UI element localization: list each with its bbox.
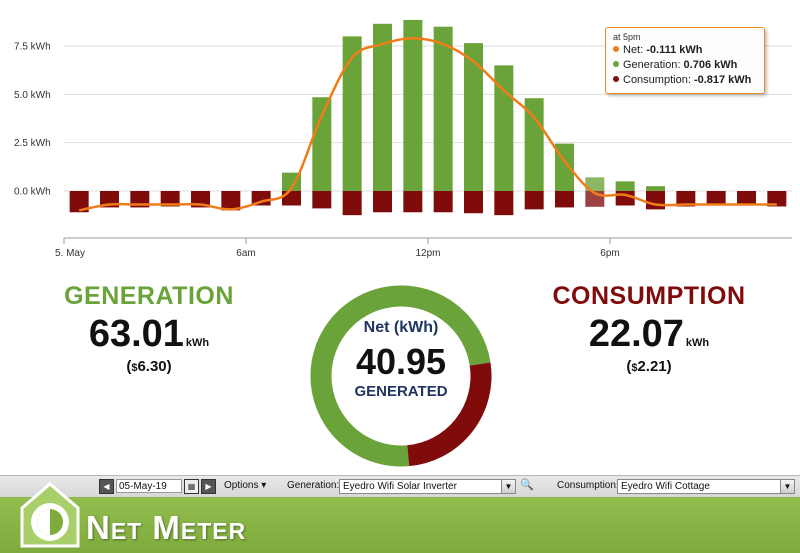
dropdown-arrow-icon: ▼ [501,480,515,493]
consumption-unit: kWh [685,337,710,349]
generation-bar [646,186,665,191]
consumption-bar [646,191,665,210]
net-summary: Net (kWh) 40.95 GENERATED [307,282,495,400]
consumption-bar [737,191,756,206]
consumption-title: CONSUMPTION [552,282,746,310]
chevron-down-icon: ▾ [261,480,267,491]
consumption-bar [524,191,544,210]
generation-unit: kWh [185,337,210,349]
donut-generation-arc [310,285,491,467]
x-axis-labels: 5. May 6am 12pm 6pm [55,238,620,259]
net-meter-logo-icon [20,482,80,548]
x-tick-label: 5. May [55,248,85,259]
consumption-bar [706,191,726,206]
generation-bar [373,23,392,191]
net-line [78,37,777,212]
generation-title: GENERATION [64,282,234,310]
footer-banner: Net Meter [0,497,800,553]
tooltip-row-consumption: Consumption: -0.817 kWh [613,73,764,87]
prev-day-icon[interactable]: ◀ [99,479,114,494]
generation-bar [585,177,605,191]
generation-summary: GENERATION 63.01 kWh ($6.30) [44,282,254,375]
generation-bar [524,98,544,191]
consumption-bar [433,191,453,213]
consumption-bar [221,191,241,211]
energy-chart: 0.0 kWh 2.5 kWh 5.0 kWh 7.5 kWh 5. May 6am 12… [14,19,792,259]
consumption-bar [494,191,514,216]
dropdown-arrow-icon: ▼ [780,480,794,493]
consumption-bar [555,191,574,208]
consumption-select-label: Consumption: [557,480,619,491]
chart-bars [69,19,787,216]
consumption-bar [403,191,423,213]
generation-select-label: Generation: [287,480,340,491]
toolbar: ◀ 05-May-19 ▦ ▶ Options ▾ Generation: Ey… [0,475,800,498]
consumption-bar [282,191,301,206]
tooltip-row-net: Net: -0.111 kWh [613,43,764,57]
calendar-icon[interactable]: ▦ [184,479,199,494]
y-tick-label: 0.0 kWh [14,187,51,198]
y-tick-label: 7.5 kWh [14,42,51,53]
tooltip-header: at 5pm [613,32,641,42]
consumption-bar [342,191,362,216]
consumption-bar [69,191,89,213]
donut-consumption-arc [406,362,492,467]
y-tick-label: 2.5 kWh [14,138,51,149]
brand-name: Net Meter [86,509,247,546]
generation-bar [342,36,362,191]
next-day-icon[interactable]: ▶ [201,479,216,494]
options-button[interactable]: Options ▾ [224,480,267,491]
consumption-bar [251,191,271,206]
tooltip-row-generation: Generation: 0.706 kWh [613,58,764,72]
consumption-bar [615,191,635,206]
net-donut [310,285,492,467]
consumption-select[interactable]: Eyedro Wifi Cottage ▼ [617,479,795,494]
net-label: Net (kWh) [363,319,439,336]
generation-bar [494,65,514,191]
consumption-bar [676,191,696,207]
x-tick-label: 12pm [415,248,440,259]
consumption-bar [464,191,483,214]
generation-bar [433,26,453,191]
net-value: 40.95 [355,341,447,382]
y-axis-labels: 0.0 kWh 2.5 kWh 5.0 kWh 7.5 kWh [14,42,51,198]
consumption-value: 22.07 [588,313,684,355]
consumption-bar [373,191,392,213]
consumption-summary: CONSUMPTION 22.07 kWh ($2.21) [548,282,750,375]
chart-tooltip: at 5pm Net: -0.111 kWh Generation: 0.706… [605,27,765,94]
generation-value: 63.01 [88,313,184,355]
consumption-dot-icon [613,76,619,83]
search-icon[interactable]: 🔍 [520,479,534,491]
generation-dot-icon [613,61,619,68]
date-input[interactable]: 05-May-19 [116,479,182,493]
generation-bar [312,97,332,191]
net-status: GENERATED [354,383,448,400]
generation-bar [615,181,635,191]
generation-bar [464,43,483,191]
consumption-cost: ($2.21) [626,358,672,375]
consumption-bar [312,191,332,209]
x-tick-label: 6pm [600,248,619,259]
consumption-bar [767,191,787,207]
y-tick-label: 5.0 kWh [14,90,51,101]
x-tick-label: 6am [236,248,255,259]
generation-cost: ($6.30) [126,358,172,375]
generation-select[interactable]: Eyedro Wifi Solar Inverter ▼ [339,479,516,494]
consumption-bar [160,191,180,207]
net-dot-icon [613,46,619,53]
generation-bar [403,19,423,191]
